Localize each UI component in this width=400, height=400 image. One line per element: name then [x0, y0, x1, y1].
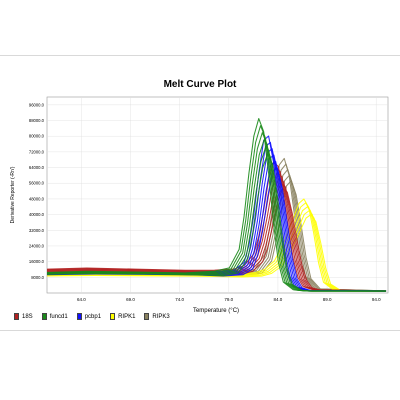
legend-swatch	[41, 313, 47, 320]
x-axis-label: Temperature (°C)	[193, 308, 239, 314]
y-tick-labels: 8000.0 16000.0 24000.0 32000.0 40000.0 48000.…	[29, 102, 45, 279]
y-tick-label: 96000.0	[29, 102, 45, 107]
y-tick-label: 56000.0	[29, 181, 45, 186]
legend-swatch	[144, 313, 150, 320]
grid	[47, 97, 388, 293]
x-tick-label: 89.0	[323, 297, 332, 302]
series-funcd1-curve	[46, 153, 387, 292]
x-tick-label: 69.0	[126, 297, 135, 302]
series-18S-curve	[46, 161, 387, 292]
legend-item-funcd1: funcd1	[41, 313, 68, 320]
legend-swatch	[110, 313, 116, 320]
series-RIPK1-curve	[46, 213, 387, 292]
x-tick-label: 84.0	[274, 297, 283, 302]
y-axis-label: Derivative Reporter (-Rn')	[10, 166, 16, 223]
legend-swatch	[14, 313, 19, 320]
y-tick-label: 64000.0	[29, 165, 45, 170]
legend-swatch	[76, 313, 82, 320]
legend-label: RIPK3	[152, 313, 170, 320]
top-divider	[0, 55, 400, 56]
x-tick-label: 94.0	[372, 297, 381, 302]
legend-item-RIPK1: RIPK1	[110, 313, 135, 320]
legend-label: RIPK1	[118, 313, 136, 320]
y-tick-label: 72000.0	[29, 149, 45, 154]
plot-area	[46, 96, 389, 294]
y-tick-label: 32000.0	[29, 228, 45, 233]
legend-label: funcd1	[49, 313, 68, 320]
legend-item-RIPK3: RIPK3	[144, 313, 170, 320]
y-tick-label: 24000.0	[29, 243, 45, 248]
y-tick-label: 48000.0	[29, 196, 45, 201]
legend-item-pcbp1: pcbp1	[76, 313, 102, 320]
curves	[46, 118, 387, 292]
legend-item-18S: 18S	[14, 313, 33, 320]
x-tick-labels: 64.0 69.0 74.0 79.0 84.0 89.0 94.0	[77, 297, 381, 302]
y-tick-label: 40000.0	[29, 212, 45, 217]
legend-label: pcbp1	[84, 313, 102, 320]
y-tick-label: 80000.0	[29, 134, 45, 139]
legend: 18S funcd1 pcbp1 RIPK1 RIPK3	[14, 313, 170, 320]
y-tick-label: 16000.0	[29, 259, 45, 264]
y-tick-label: 8000.0	[31, 275, 44, 280]
y-tick-label: 88000.0	[29, 118, 45, 123]
chart-title: Melt Curve Plot	[163, 79, 237, 90]
x-tick-label: 64.0	[77, 297, 86, 302]
legend-label: 18S	[22, 313, 33, 320]
bottom-divider	[0, 330, 400, 331]
x-tick-label: 79.0	[224, 297, 233, 302]
x-tick-label: 74.0	[175, 297, 184, 302]
